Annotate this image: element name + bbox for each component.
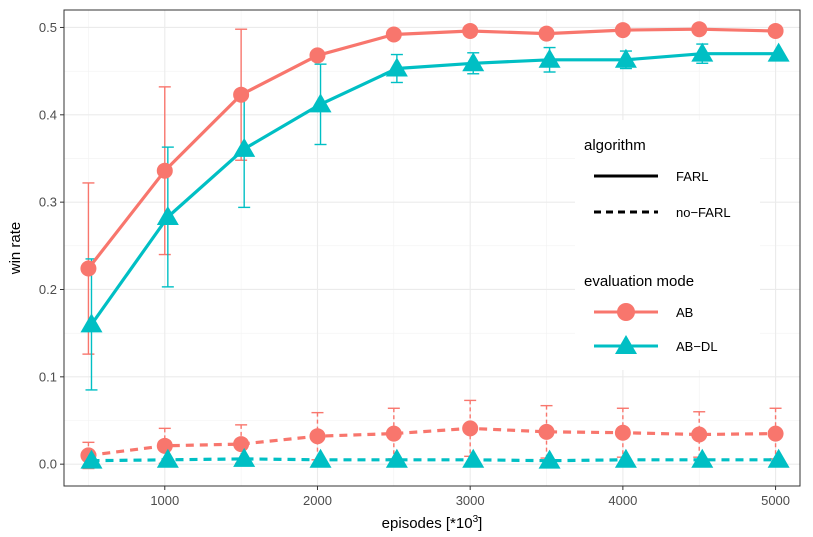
legend-ab-key-marker [617, 303, 635, 321]
legend-ab-dl-key-marker [615, 335, 637, 354]
x-axis-title: episodes [*103] [382, 514, 483, 532]
series-line-ab-farl [87, 27, 776, 270]
data-point-ab [309, 47, 326, 64]
data-point-ab-dl [80, 313, 103, 333]
data-point-ab-dl [156, 448, 179, 468]
series-layer [80, 21, 790, 470]
y-tick-label: 0.0 [39, 457, 57, 472]
y-tick-label: 0.5 [39, 20, 57, 35]
x-tick-label: 1000 [150, 493, 179, 508]
series-line-ab-no-farl [88, 426, 776, 457]
data-point-ab-dl [614, 448, 637, 468]
data-point-ab [767, 425, 784, 442]
data-point-ab [462, 22, 479, 39]
data-point-ab [462, 420, 479, 437]
y-tick-label: 0.2 [39, 282, 57, 297]
ticks: 0.0 0.1 0.2 0.3 0.4 0.5 1000 2000 3000 4000 5000 [39, 20, 790, 508]
data-point-ab [233, 86, 250, 103]
data-point-ab [614, 424, 631, 441]
data-point-ab [156, 437, 173, 454]
y-tick-label: 0.4 [39, 107, 57, 122]
data-point-ab-dl [538, 449, 561, 469]
x-tick-label: 3000 [456, 493, 485, 508]
data-point-ab-dl [691, 42, 714, 62]
data-point-ab-dl [462, 448, 485, 468]
data-point-ab [691, 426, 708, 443]
data-point-ab [385, 425, 402, 442]
series-line-ab-dl-farl [90, 52, 779, 326]
data-point-ab-dl [309, 448, 332, 468]
x-tick-label: 2000 [303, 493, 332, 508]
data-point-ab-dl [767, 448, 790, 468]
legend-farl-label: FARL [676, 169, 709, 184]
legend-background [575, 120, 760, 370]
data-point-ab-dl [462, 52, 485, 72]
data-point-ab-dl [80, 449, 103, 469]
legend-ab-label: AB [676, 305, 693, 320]
data-point-ab-dl [614, 48, 637, 68]
data-point-ab [691, 21, 708, 38]
data-point-ab-dl [233, 447, 256, 467]
legend-no-farl-label: no−FARL [676, 205, 731, 220]
data-point-ab-dl [538, 48, 561, 68]
panel-border [63, 9, 801, 487]
y-tick-label: 0.3 [39, 195, 57, 210]
legend-mode-title: evaluation mode [584, 273, 694, 290]
data-point-ab [767, 22, 784, 39]
data-point-ab-dl [385, 57, 408, 77]
data-point-ab [80, 260, 97, 277]
series-line-ab-dl-no-farl [91, 457, 779, 463]
data-point-ab [538, 423, 555, 440]
data-point-ab [538, 25, 555, 42]
data-point-ab [385, 26, 402, 43]
data-point-ab-dl [156, 205, 179, 225]
x-tick-label: 4000 [608, 493, 637, 508]
data-point-ab-dl [233, 137, 256, 157]
data-point-ab [309, 428, 326, 445]
data-point-ab-dl [309, 93, 332, 113]
data-point-ab-dl [691, 448, 714, 468]
legend: algorithm FARL no−FARL evaluation mode A… [575, 120, 760, 370]
data-point-ab [156, 162, 173, 179]
y-tick-label: 0.1 [39, 369, 57, 384]
y-axis-title: win rate [7, 222, 24, 276]
legend-algorithm-title: algorithm [584, 137, 646, 154]
data-point-ab [614, 22, 631, 39]
data-point-ab [233, 436, 250, 453]
x-tick-label: 5000 [761, 493, 790, 508]
legend-ab-dl-label: AB−DL [676, 339, 718, 354]
data-point-ab-dl [385, 448, 408, 468]
data-point-ab-dl [767, 42, 790, 62]
